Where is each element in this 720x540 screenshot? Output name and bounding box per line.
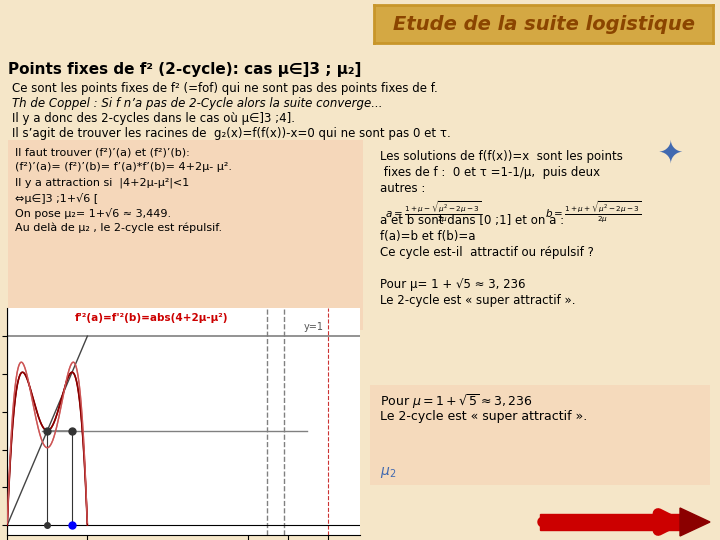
Text: $b = \frac{1+\mu+\sqrt{\mu^2-2\mu-3}}{2\mu}$: $b = \frac{1+\mu+\sqrt{\mu^2-2\mu-3}}{2\… — [545, 200, 642, 225]
Text: $\mu_2$: $\mu_2$ — [380, 465, 396, 480]
Text: $1+\sqrt{6}$: $1+\sqrt{6}$ — [266, 538, 301, 540]
Text: Etude de la suite logistique: Etude de la suite logistique — [392, 15, 695, 34]
Text: ✦: ✦ — [657, 140, 683, 169]
Text: a et b sont dans [0 ;1] et on a :: a et b sont dans [0 ;1] et on a : — [380, 214, 564, 227]
Text: Il y a attraction si  |4+2μ-μ²|<1: Il y a attraction si |4+2μ-μ²|<1 — [15, 178, 189, 188]
Text: f(a)=b et f(b)=a: f(a)=b et f(b)=a — [380, 230, 475, 243]
Text: Il faut trouver (f²)’(a) et (f²)’(b):: Il faut trouver (f²)’(a) et (f²)’(b): — [15, 148, 190, 158]
Text: Il y a donc des 2-cycles dans le cas où μ∈]3 ;4].: Il y a donc des 2-cycles dans le cas où … — [12, 112, 295, 125]
Text: (f²)’(a)= (f²)’(b)= f’(a)*f’(b)= 4+2μ- μ².: (f²)’(a)= (f²)’(b)= f’(a)*f’(b)= 4+2μ- μ… — [15, 162, 232, 172]
Text: Pour $\mu= 1 + \sqrt{5} \approx 3, 236$: Pour $\mu= 1 + \sqrt{5} \approx 3, 236$ — [380, 392, 533, 411]
Text: y=1: y=1 — [304, 322, 324, 333]
Text: $a = \frac{1+\mu-\sqrt{\mu^2-2\mu-3}}{2\mu}$: $a = \frac{1+\mu-\sqrt{\mu^2-2\mu-3}}{2\… — [385, 200, 481, 225]
Text: Le 2-cycle est « super attractif ».: Le 2-cycle est « super attractif ». — [380, 410, 588, 423]
Text: autres :: autres : — [380, 182, 426, 195]
Text: Pour μ= 1 + √5 ≈ 3, 236: Pour μ= 1 + √5 ≈ 3, 236 — [380, 278, 526, 291]
Polygon shape — [540, 514, 690, 530]
Text: Au delà de μ₂ , le 2-cycle est répulsif.: Au delà de μ₂ , le 2-cycle est répulsif. — [15, 223, 222, 233]
Text: f'²(a)=f'²(b)=abs(4+2μ-μ²): f'²(a)=f'²(b)=abs(4+2μ-μ²) — [75, 313, 228, 323]
Polygon shape — [680, 508, 710, 536]
Text: Th de Coppel : Si f n’a pas de 2-Cycle alors la suite converge...: Th de Coppel : Si f n’a pas de 2-Cycle a… — [12, 97, 382, 110]
Text: Ce sont les points fixes de f² (=fof) qui ne sont pas des points fixes de f.: Ce sont les points fixes de f² (=fof) qu… — [12, 82, 438, 95]
Text: Les solutions de f(f(x))=x  sont les points: Les solutions de f(f(x))=x sont les poin… — [380, 150, 623, 163]
Text: Il s’agit de trouver les racines de  g₂(x)=f(f(x))-x=0 qui ne sont pas 0 et τ.: Il s’agit de trouver les racines de g₂(x… — [12, 127, 451, 140]
Bar — [8, 140, 363, 330]
Text: ⇔μ∈]3 ;1+√6 [: ⇔μ∈]3 ;1+√6 [ — [15, 193, 98, 204]
Bar — [370, 385, 710, 485]
Text: Points fixes de f² (2-cycle): cas μ∈]3 ; μ₂]: Points fixes de f² (2-cycle): cas μ∈]3 ;… — [8, 62, 361, 77]
Text: Le 2-cycle est « super attractif ».: Le 2-cycle est « super attractif ». — [380, 294, 575, 307]
Text: On pose μ₂= 1+√6 ≈ 3,449.: On pose μ₂= 1+√6 ≈ 3,449. — [15, 208, 171, 219]
Text: $1+\sqrt{5}$: $1+\sqrt{5}$ — [249, 538, 284, 540]
Text: fixes de f :  0 et τ =1-1/μ,  puis deux: fixes de f : 0 et τ =1-1/μ, puis deux — [380, 166, 600, 179]
Text: Ce cycle est-il  attractif ou répulsif ?: Ce cycle est-il attractif ou répulsif ? — [380, 246, 594, 259]
FancyArrowPatch shape — [543, 514, 675, 530]
